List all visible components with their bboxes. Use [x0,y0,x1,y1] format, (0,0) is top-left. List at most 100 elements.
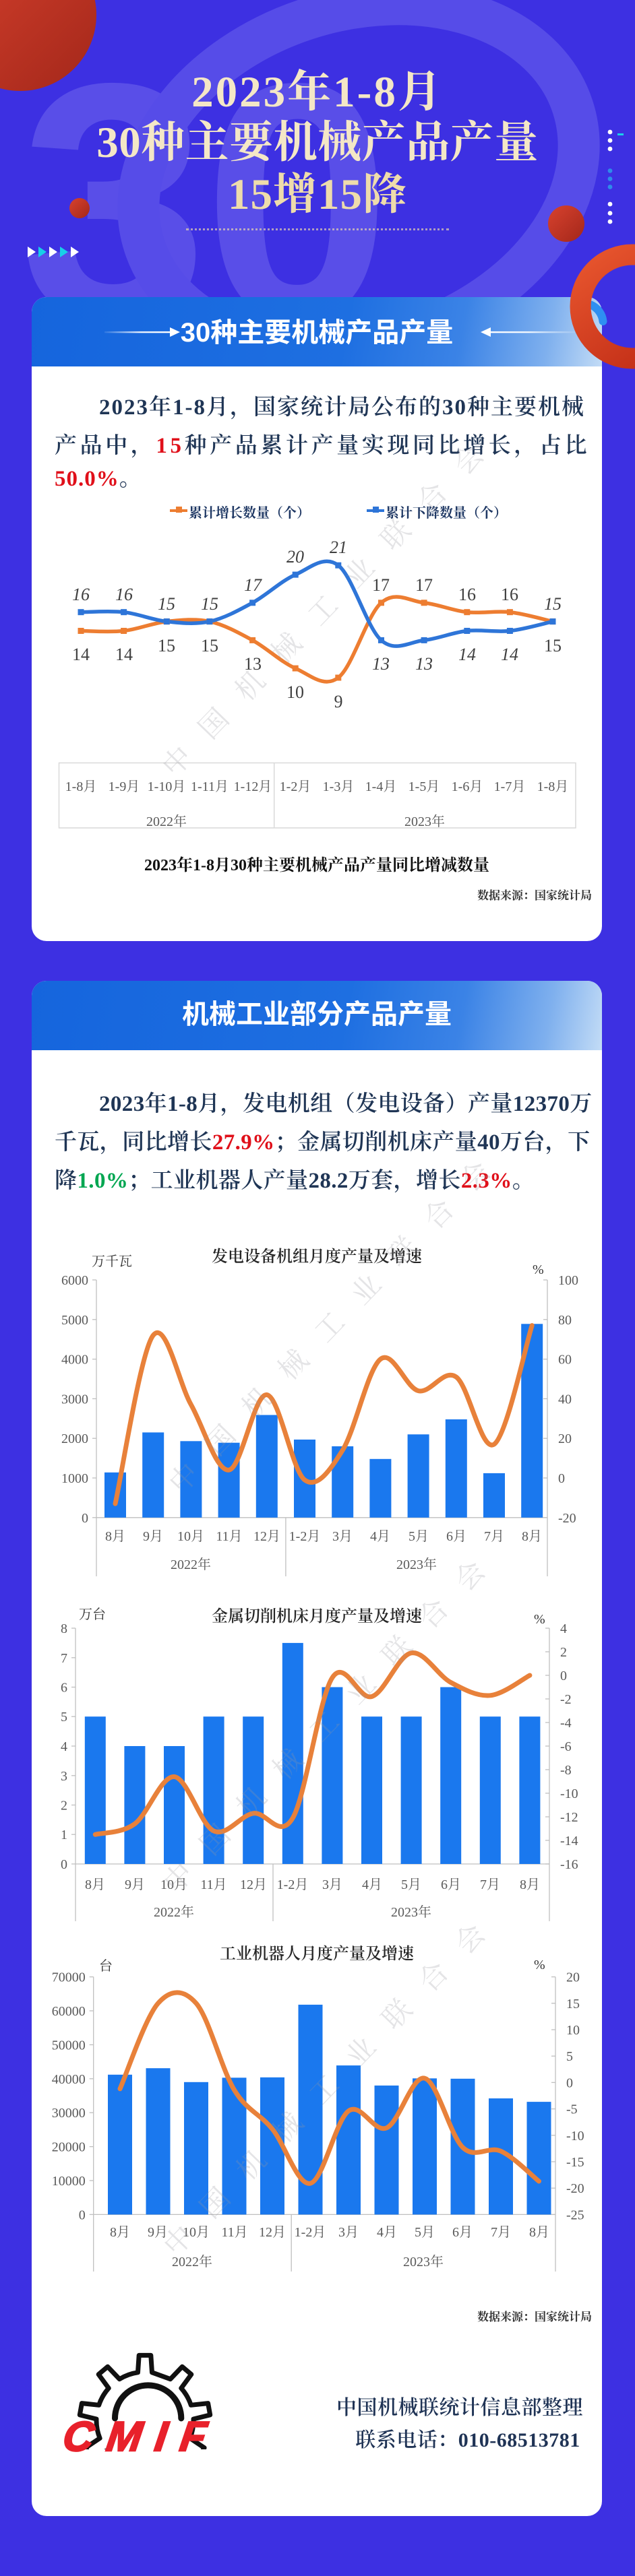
svg-text:20: 20 [558,1431,572,1446]
svg-text:15: 15 [158,636,175,655]
svg-text:6月: 6月 [446,1529,466,1544]
svg-text:-20: -20 [558,1511,576,1526]
svg-text:2022年: 2022年 [146,814,187,829]
svg-text:9月: 9月 [148,2225,168,2240]
svg-text:8: 8 [61,1621,67,1636]
svg-text:4000: 4000 [61,1353,88,1367]
svg-text:40: 40 [558,1392,572,1407]
svg-text:12月: 12月 [259,2225,286,2240]
svg-text:2: 2 [560,1645,567,1660]
svg-text:9月: 9月 [125,1877,145,1892]
svg-text:-4: -4 [560,1716,572,1731]
svg-text:14: 14 [458,645,476,664]
svg-text:15: 15 [566,1997,580,2011]
svg-text:4月: 4月 [362,1877,382,1892]
svg-text:13: 13 [415,654,433,674]
svg-text:2022年: 2022年 [172,2254,212,2269]
svg-text:7月: 7月 [491,2225,511,2240]
svg-text:4月: 4月 [370,1529,390,1544]
svg-text:1-3月: 1-3月 [323,779,355,794]
svg-text:3月: 3月 [332,1529,353,1544]
svg-text:15: 15 [544,594,562,614]
svg-text:-15: -15 [566,2155,584,2170]
svg-text:-8: -8 [560,1763,572,1778]
svg-text:100: 100 [558,1273,578,1288]
svg-text:0: 0 [79,2208,86,2222]
svg-text:0: 0 [558,1471,565,1486]
svg-text:5月: 5月 [401,1877,421,1892]
svg-text:8月: 8月 [522,1529,542,1544]
svg-text:1-2月: 1-2月 [289,1529,321,1544]
svg-text:6000: 6000 [61,1273,88,1288]
svg-text:2022年: 2022年 [171,1557,211,1572]
svg-text:16: 16 [501,585,518,604]
svg-text:10月: 10月 [177,1529,204,1544]
svg-text:5000: 5000 [61,1313,88,1328]
svg-text:2: 2 [61,1799,67,1813]
svg-text:0: 0 [82,1511,88,1526]
svg-text:10月: 10月 [160,1877,187,1892]
svg-text:14: 14 [501,645,518,664]
svg-text:13: 13 [372,654,390,674]
svg-text:20: 20 [286,547,304,567]
svg-text:2023年: 2023年 [391,1904,431,1920]
svg-text:-10: -10 [560,1786,578,1801]
svg-text:15: 15 [201,594,218,614]
svg-text:4: 4 [560,1621,567,1636]
svg-text:5月: 5月 [415,2225,435,2240]
svg-text:5: 5 [61,1710,67,1725]
svg-text:9月: 9月 [143,1529,163,1544]
svg-text:80: 80 [558,1313,572,1328]
svg-text:15: 15 [201,636,218,655]
svg-text:21: 21 [330,538,347,557]
svg-text:5月: 5月 [409,1529,429,1544]
svg-text:10: 10 [566,2023,580,2038]
svg-text:1-8月: 1-8月 [65,779,97,794]
svg-text:0: 0 [560,1669,567,1683]
svg-text:-2: -2 [560,1692,572,1707]
svg-text:1-11月: 1-11月 [191,779,229,794]
svg-text:12月: 12月 [240,1877,267,1892]
svg-text:14: 14 [72,645,90,664]
svg-text:1-6月: 1-6月 [452,779,483,794]
svg-text:-20: -20 [566,2181,584,2196]
svg-text:10: 10 [286,682,304,702]
svg-text:1-8月: 1-8月 [537,779,569,794]
svg-text:3月: 3月 [338,2225,359,2240]
svg-text:4: 4 [61,1739,67,1754]
svg-text:15: 15 [158,594,175,614]
svg-text:11月: 11月 [216,1529,242,1544]
svg-text:16: 16 [72,585,90,604]
svg-text:1-4月: 1-4月 [365,779,397,794]
svg-text:1000: 1000 [61,1471,88,1486]
svg-text:16: 16 [458,585,476,604]
svg-text:-14: -14 [560,1834,578,1848]
svg-text:20000: 20000 [52,2140,86,2155]
svg-text:3000: 3000 [61,1392,88,1407]
svg-text:8月: 8月 [520,1877,540,1892]
svg-text:1-10月: 1-10月 [148,779,186,794]
svg-text:-12: -12 [560,1810,578,1825]
svg-text:8月: 8月 [110,2225,130,2240]
svg-text:8月: 8月 [85,1877,105,1892]
svg-text:17: 17 [415,575,433,595]
svg-text:2022年: 2022年 [154,1904,194,1920]
svg-text:2023年: 2023年 [403,2254,444,2269]
svg-text:-10: -10 [566,2129,584,2144]
svg-text:1-5月: 1-5月 [409,779,440,794]
svg-text:7月: 7月 [480,1877,500,1892]
svg-text:50000: 50000 [52,2038,86,2053]
svg-text:6: 6 [61,1681,67,1696]
svg-text:15: 15 [544,636,562,655]
svg-text:3: 3 [61,1769,67,1784]
svg-text:2023年: 2023年 [404,814,445,829]
svg-text:-6: -6 [560,1739,572,1754]
svg-text:1-7月: 1-7月 [494,779,526,794]
svg-text:0: 0 [566,2075,573,2090]
svg-text:2000: 2000 [61,1431,88,1446]
svg-text:30000: 30000 [52,2106,86,2121]
svg-text:1: 1 [61,1828,67,1842]
svg-text:1-12月: 1-12月 [234,779,272,794]
svg-text:4月: 4月 [377,2225,397,2240]
svg-text:7: 7 [61,1651,67,1666]
